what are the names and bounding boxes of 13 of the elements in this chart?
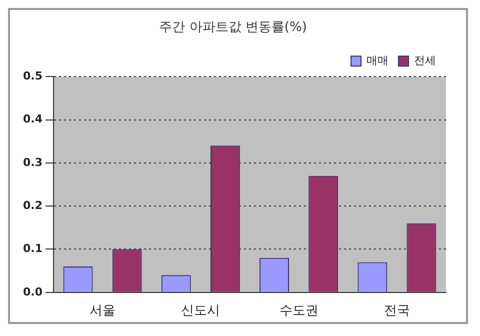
y-tick-label: 0.4	[22, 112, 43, 126]
x-tick-label: 전국	[384, 304, 410, 319]
y-tick-label: 0.1	[22, 242, 42, 256]
y-tick-label: 0.0	[22, 285, 43, 298]
legend-label: 전세	[414, 54, 436, 67]
y-tick-label: 0.2	[22, 198, 42, 212]
x-tick-label: 서울	[90, 304, 116, 319]
x-tick-label: 신도시	[181, 304, 220, 319]
legend-label: 매매	[366, 54, 388, 67]
y-tick-label: 0.5	[22, 69, 42, 82]
chart-title: 주간 아파트값 변동률(%)	[159, 20, 307, 36]
x-tick-label: 수도권	[279, 304, 318, 319]
y-tick-label: 0.3	[22, 156, 42, 169]
